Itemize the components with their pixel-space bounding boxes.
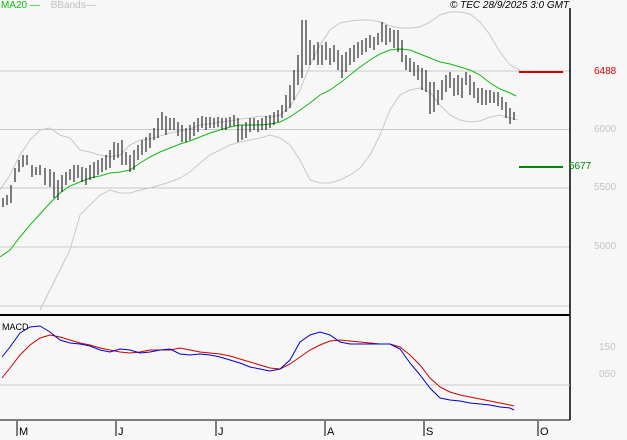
support-label: 5677 bbox=[569, 161, 592, 172]
bbands-lower bbox=[39, 87, 519, 311]
x-label-aug: A bbox=[327, 426, 335, 438]
macd-tick-050: 050 bbox=[599, 369, 616, 380]
price-gridlines bbox=[0, 70, 570, 307]
y-tick-55: 5500 bbox=[594, 182, 617, 193]
x-label-sep: S bbox=[426, 426, 434, 438]
y-tick-60: 6000 bbox=[594, 124, 617, 135]
x-label-jul: J bbox=[218, 426, 224, 438]
x-label-may: M bbox=[19, 426, 29, 438]
legend: MA20 — BBands— bbox=[1, 0, 96, 12]
ma20-line bbox=[0, 48, 517, 258]
y-tick-50: 5000 bbox=[594, 241, 617, 252]
legend-ma20: MA20 — bbox=[1, 0, 40, 11]
legend-bbands: BBands— bbox=[50, 0, 96, 11]
bbands-upper bbox=[0, 11, 521, 191]
resistance-label: 6488 bbox=[594, 66, 617, 77]
macd-tick-150: 150 bbox=[599, 342, 616, 353]
x-label-jun: J bbox=[118, 426, 124, 438]
macd-title: MACD bbox=[2, 322, 29, 332]
macd-line bbox=[1, 325, 515, 411]
ohlc-bars bbox=[2, 20, 515, 207]
copyright-timestamp: © TEC 28/9/2025 3:0 GMT bbox=[450, 0, 570, 11]
x-ticks bbox=[16, 421, 539, 436]
macd-signal-line bbox=[1, 334, 515, 407]
x-label-oct: O bbox=[540, 426, 549, 438]
